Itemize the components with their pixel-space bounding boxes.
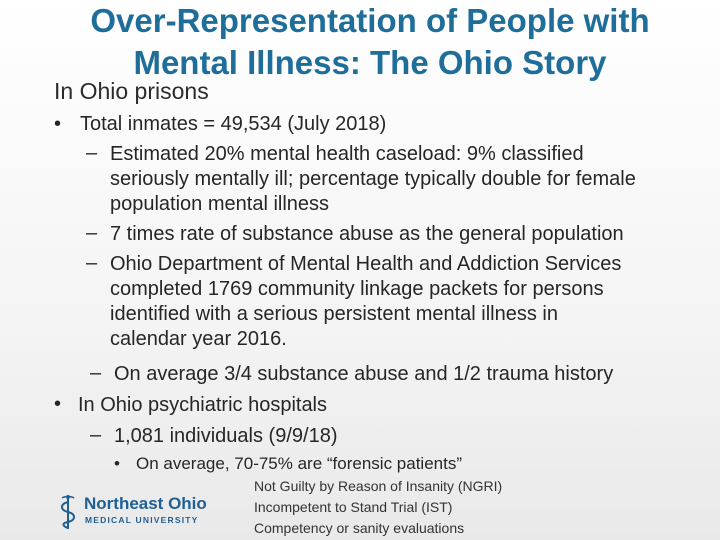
sub-caseload-line-1: Estimated 20% mental health caseload: 9%… — [110, 143, 584, 165]
sub-individuals: 1,081 individuals (9/9/18) — [114, 425, 338, 447]
slide-subtitle: In Ohio prisons — [54, 78, 209, 104]
sub-caseload-line-3: population mental illness — [110, 193, 330, 215]
sub-linkage-line-3: identified with a serious persistent men… — [110, 303, 558, 325]
note-ngri: Not Guilty by Reason of Insanity (NGRI) — [254, 478, 503, 494]
logo-name: Northeast Ohio — [84, 494, 207, 513]
dash-marker: – — [86, 252, 98, 274]
bullet-total-inmates: Total inmates = 49,534 (July 2018) — [80, 113, 387, 135]
dash-marker: – — [90, 424, 102, 446]
bullet-marker-small: • — [114, 454, 120, 473]
bullet-marker: • — [54, 113, 62, 135]
note-evaluations: Competency or sanity evaluations — [254, 520, 465, 536]
title-line-2: Mental Illness: The Ohio Story — [133, 44, 607, 81]
sub-trauma-history: On average 3/4 substance abuse and 1/2 t… — [114, 363, 614, 385]
logo-subtitle: MEDICAL UNIVERSITY — [85, 515, 199, 525]
sub-substance-rate: 7 times rate of substance abuse as the g… — [110, 223, 624, 245]
note-ist: Incompetent to Stand Trial (IST) — [254, 499, 453, 515]
sub-linkage-line-1: Ohio Department of Mental Health and Add… — [110, 253, 622, 275]
dash-marker: – — [90, 362, 102, 384]
dash-marker: – — [86, 142, 98, 164]
bullet-psych-hospitals: In Ohio psychiatric hospitals — [78, 394, 328, 416]
sub-linkage-line-4: calendar year 2016. — [110, 328, 287, 350]
sub-caseload-line-2: seriously mentally ill; percentage typic… — [110, 168, 636, 190]
sub-linkage-line-2: completed 1769 community linkage packets… — [110, 278, 604, 300]
bullet-marker: • — [54, 393, 62, 415]
dash-marker: – — [86, 222, 98, 244]
forensic-patients: On average, 70-75% are “forensic patient… — [136, 454, 463, 473]
university-logo: Northeast Ohio MEDICAL UNIVERSITY — [58, 494, 218, 530]
title-line-1: Over-Representation of People with — [90, 2, 650, 39]
caduceus-icon — [61, 495, 75, 529]
slide-title: Over-Representation of People with Menta… — [40, 0, 700, 84]
